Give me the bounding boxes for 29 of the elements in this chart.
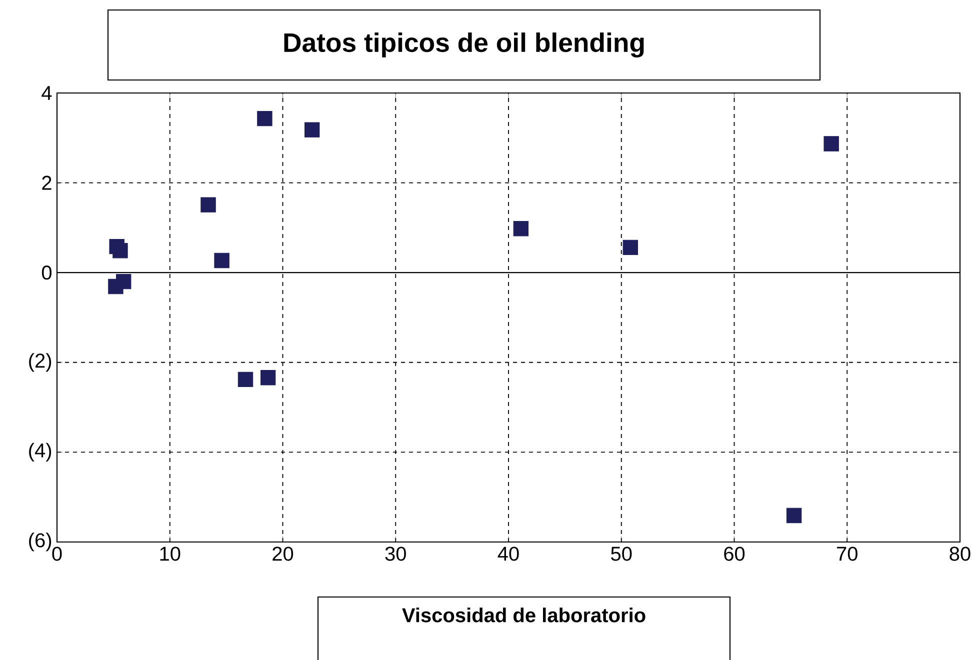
x-tick-label: 80 — [950, 546, 970, 561]
y-tick-label: (4) — [29, 442, 52, 462]
y-tick-label: 0 — [42, 266, 52, 280]
point — [622, 240, 638, 256]
point — [304, 122, 320, 138]
y-tick-label: (2) — [29, 353, 52, 372]
x-tick-label: 20 — [272, 546, 294, 561]
point — [116, 274, 132, 290]
chart-title: Datos tipicos de oil blending — [284, 32, 644, 58]
point — [238, 372, 254, 388]
point — [214, 252, 230, 268]
point — [260, 370, 276, 386]
point — [786, 508, 802, 524]
x-tick-label: 0 — [52, 546, 62, 561]
y-tick-label: (6) — [29, 532, 52, 552]
point — [200, 197, 216, 212]
point — [513, 220, 529, 236]
x-tick-label: 50 — [611, 546, 632, 561]
x-tick-label: 60 — [724, 546, 745, 561]
point — [257, 110, 272, 126]
x-tick-label: 70 — [837, 546, 858, 561]
x-axis-title: Viscosidad de laboratorio — [402, 608, 646, 622]
x-tick-label: 40 — [498, 546, 519, 561]
point — [112, 242, 128, 258]
y-tick-label: 4 — [42, 86, 52, 100]
point — [824, 136, 839, 152]
x-tick-label: 30 — [385, 546, 406, 561]
y-tick-label: 2 — [42, 176, 52, 190]
x-tick-label: 10 — [160, 546, 180, 561]
